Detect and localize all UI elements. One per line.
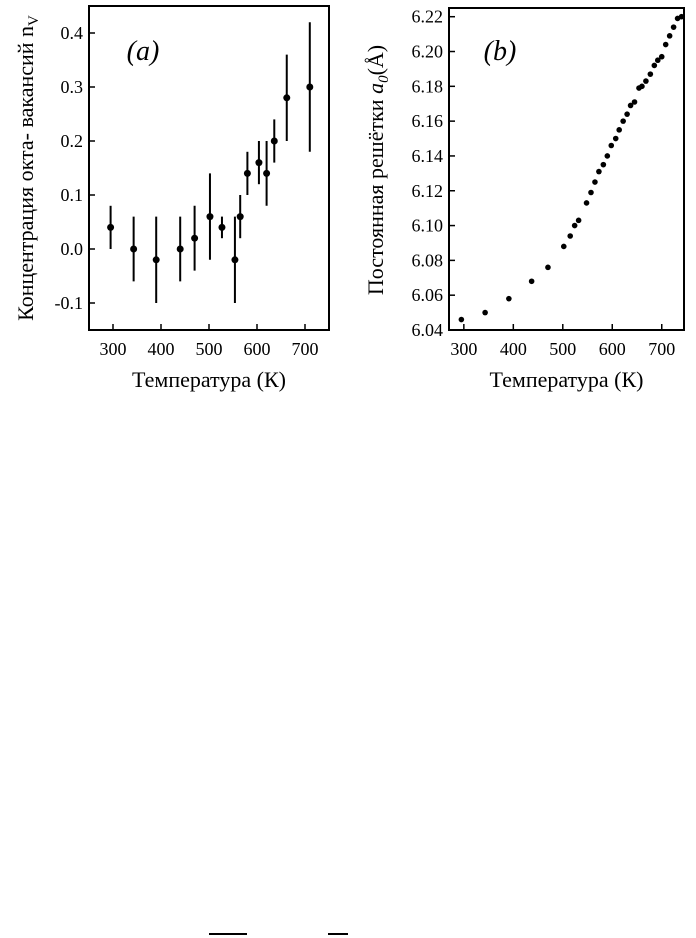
data-point <box>218 223 226 231</box>
data-point <box>152 256 160 264</box>
x-tick-label: 700 <box>648 339 675 359</box>
data-point <box>583 200 590 206</box>
y-tick-label: 6.12 <box>412 181 444 201</box>
panel-label: (a) <box>127 36 160 67</box>
y-tick-label: 6.18 <box>412 76 444 96</box>
x-tick-label: 300 <box>450 339 477 359</box>
data-point <box>608 142 615 149</box>
y-tick-label: 6.22 <box>412 7 444 27</box>
y-axis-label-unit: (Å) <box>363 45 388 76</box>
chart-svg: 300 400 500 600 700 -0.1 0.0 0.1 0.2 0.3 0.4 (a) Тем… <box>13 5 685 392</box>
data-point <box>592 179 598 185</box>
x-tick-label: 600 <box>599 339 626 359</box>
data-point <box>643 78 649 84</box>
panel-a: 300 400 500 600 700 -0.1 0.0 0.1 0.2 0.3 0.4 (a) Тем… <box>13 5 330 392</box>
x-tick-label: 300 <box>100 339 127 359</box>
fragment-line-left <box>209 933 247 935</box>
data-point <box>658 53 665 60</box>
y-tick-label: 6.08 <box>412 250 444 270</box>
data-point <box>560 243 567 250</box>
y-tick-label: 0.1 <box>61 185 84 205</box>
y-tick-label: 6.06 <box>412 285 444 305</box>
y-tick-label: 0.4 <box>61 23 84 43</box>
plot-frame <box>88 5 330 331</box>
data-point <box>231 256 239 264</box>
data-point <box>206 213 214 221</box>
fragment-line-right <box>328 933 348 935</box>
data-point <box>620 118 626 124</box>
data-point <box>263 169 271 177</box>
figure: 300 400 500 600 700 -0.1 0.0 0.1 0.2 0.3 0.4 (a) Тем… <box>0 0 696 420</box>
y-axis-label-main: Концентрация окта- вакансий n <box>13 26 38 321</box>
y-axis-label-symbol: a <box>363 83 388 94</box>
data-point <box>482 309 488 316</box>
data-point <box>458 316 465 323</box>
data-point <box>306 83 314 91</box>
data-point <box>545 264 551 271</box>
data-point <box>191 234 199 242</box>
data-point <box>654 57 661 64</box>
x-axis-label: Температура (К) <box>490 367 644 392</box>
data-point <box>639 83 645 90</box>
y-tick-label: 0.2 <box>61 131 84 151</box>
y-tick-label: 0.3 <box>61 77 84 97</box>
x-tick-label: 400 <box>148 339 175 359</box>
data-point <box>283 94 291 102</box>
y-axis-label: Постоянная решётки a0(Å) <box>363 45 392 295</box>
y-axis-label-subscript: 0 <box>376 75 392 83</box>
data-point <box>670 24 677 30</box>
data-point <box>107 223 115 231</box>
data-point <box>236 213 244 221</box>
y-tick-label: 6.16 <box>412 111 444 131</box>
data-point <box>270 137 278 145</box>
y-tick-label: 6.10 <box>412 216 444 236</box>
data-point <box>575 217 582 224</box>
x-tick-label: 600 <box>244 339 271 359</box>
data-point <box>243 169 251 177</box>
x-tick-label: 400 <box>500 339 527 359</box>
data-point <box>627 102 634 109</box>
y-tick-label: -0.1 <box>55 293 84 313</box>
x-axis-label: Температура (К) <box>132 367 286 392</box>
data-point <box>528 278 535 285</box>
data-point <box>647 71 654 77</box>
data-point <box>596 168 602 175</box>
data-point <box>616 127 622 133</box>
data-point <box>255 159 263 167</box>
y-tick-label: 6.04 <box>412 320 444 340</box>
data-point <box>631 99 638 105</box>
plot-frame <box>448 7 685 331</box>
data-point <box>571 222 578 229</box>
data-point <box>600 161 607 168</box>
y-tick-label: 0.0 <box>61 239 84 259</box>
data-point <box>662 41 669 48</box>
panel-b: 300 400 500 600 700 6.04 6.06 6.08 6.10 6.12 6.14 6… <box>363 7 685 392</box>
data-point <box>567 233 574 239</box>
data-point <box>176 245 184 253</box>
data-point <box>588 189 594 196</box>
x-tick-label: 700 <box>292 339 319 359</box>
data-point <box>651 62 658 69</box>
y-tick-label: 6.20 <box>412 42 444 62</box>
data-point <box>506 295 512 302</box>
data-point <box>130 245 138 253</box>
x-tick-label: 500 <box>196 339 223 359</box>
data-point <box>678 13 685 20</box>
y-axis-label-main: Постоянная решётки <box>363 94 388 295</box>
data-point <box>666 33 673 39</box>
data-point <box>604 153 611 159</box>
y-axis-label: Концентрация окта- вакансий nV <box>13 15 42 321</box>
data-point <box>612 135 619 142</box>
y-axis-label-subscript: V <box>26 15 42 26</box>
panel-label: (b) <box>484 36 517 67</box>
y-tick-label: 6.14 <box>412 146 444 166</box>
x-tick-label: 500 <box>549 339 576 359</box>
data-point <box>624 111 630 117</box>
